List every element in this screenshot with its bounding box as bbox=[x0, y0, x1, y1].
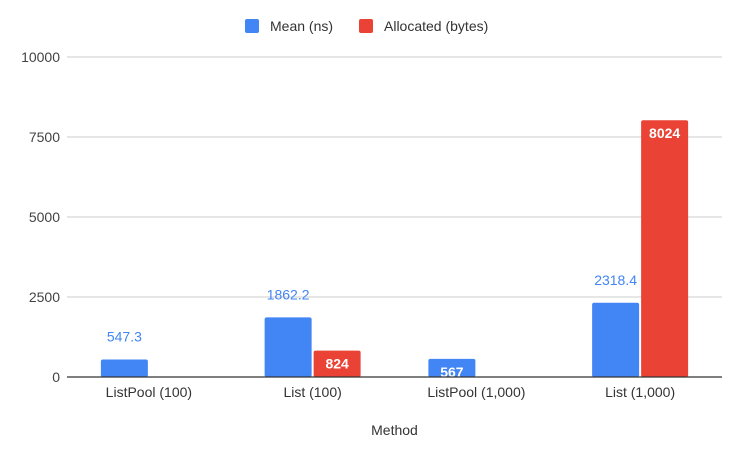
x-tick-label: List (1,000) bbox=[605, 384, 675, 400]
legend-swatch bbox=[245, 19, 259, 33]
y-tick-label: 0 bbox=[52, 369, 60, 385]
grid-lines bbox=[67, 56, 722, 298]
data-label: 824 bbox=[325, 356, 349, 372]
data-label: 567 bbox=[440, 364, 464, 380]
y-tick-label: 5000 bbox=[29, 209, 60, 225]
x-tick-label: ListPool (1,000) bbox=[427, 384, 525, 400]
data-label: 547.3 bbox=[107, 328, 142, 344]
x-axis-title: Method bbox=[371, 422, 418, 438]
data-label: 1862.2 bbox=[267, 286, 310, 302]
data-labels: 547.3 1862.2 824 567 2318.4 8024 bbox=[107, 125, 681, 380]
x-axis-ticks: ListPool (100) List (100) ListPool (1,000)… bbox=[106, 384, 675, 400]
x-tick-label: ListPool (100) bbox=[106, 384, 192, 400]
legend-swatch bbox=[359, 19, 373, 33]
bar bbox=[264, 317, 312, 377]
x-tick-label: List (100) bbox=[283, 384, 341, 400]
data-label: 2318.4 bbox=[594, 272, 637, 288]
legend-label: Mean (ns) bbox=[270, 18, 333, 34]
legend-label: Allocated (bytes) bbox=[384, 18, 488, 34]
y-tick-label: 2500 bbox=[29, 289, 60, 305]
bar bbox=[313, 350, 361, 377]
bar bbox=[592, 302, 640, 377]
y-axis-ticks: 0 2500 5000 7500 10000 bbox=[21, 49, 60, 385]
bars bbox=[100, 120, 689, 378]
bar bbox=[428, 358, 476, 377]
y-tick-label: 10000 bbox=[21, 49, 60, 65]
bar bbox=[100, 359, 148, 377]
legend: Mean (ns) Allocated (bytes) bbox=[245, 18, 488, 34]
bar bbox=[641, 120, 689, 378]
y-tick-label: 7500 bbox=[29, 129, 60, 145]
data-label: 8024 bbox=[649, 125, 680, 141]
